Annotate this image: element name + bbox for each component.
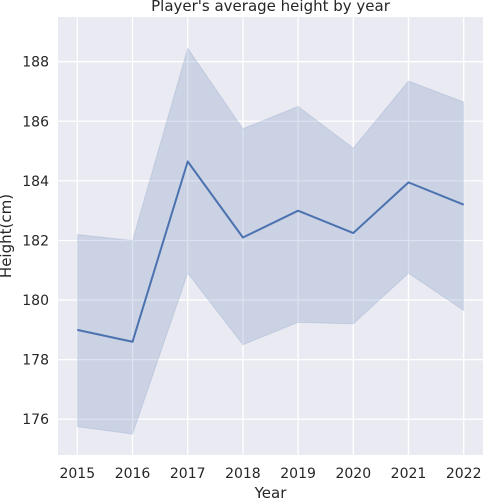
plot-area (58, 17, 483, 455)
y-axis-label: Height(cm) (0, 194, 15, 278)
y-tick-label: 178 (22, 353, 49, 369)
x-tick-label: 2018 (225, 466, 261, 482)
x-tick-label: 2020 (335, 466, 371, 482)
y-tick-label: 184 (22, 174, 49, 190)
x-tick-label: 2017 (170, 466, 206, 482)
x-tick-label: 2019 (280, 466, 316, 482)
confidence-band (76, 47, 465, 435)
y-tick-label: 180 (22, 293, 49, 309)
y-tick-label: 188 (22, 55, 49, 71)
chart-title: Player's average height by year (151, 0, 391, 15)
y-tick-label: 186 (22, 114, 49, 130)
y-gridlines (58, 61, 483, 420)
x-tick-label: 2016 (115, 466, 151, 482)
x-tick-labels: 2015 2016 2017 2018 2019 2020 2021 2022 (59, 466, 481, 482)
y-tick-labels: 176 178 180 182 184 186 188 (22, 55, 49, 429)
x-axis-label: Year (254, 484, 288, 500)
x-tick-label: 2021 (391, 466, 427, 482)
series-line (77, 160, 465, 343)
y-tick-label: 176 (22, 412, 49, 428)
x-tick-label: 2022 (446, 466, 482, 482)
x-tick-label: 2015 (59, 466, 95, 482)
y-tick-label: 182 (22, 233, 49, 249)
